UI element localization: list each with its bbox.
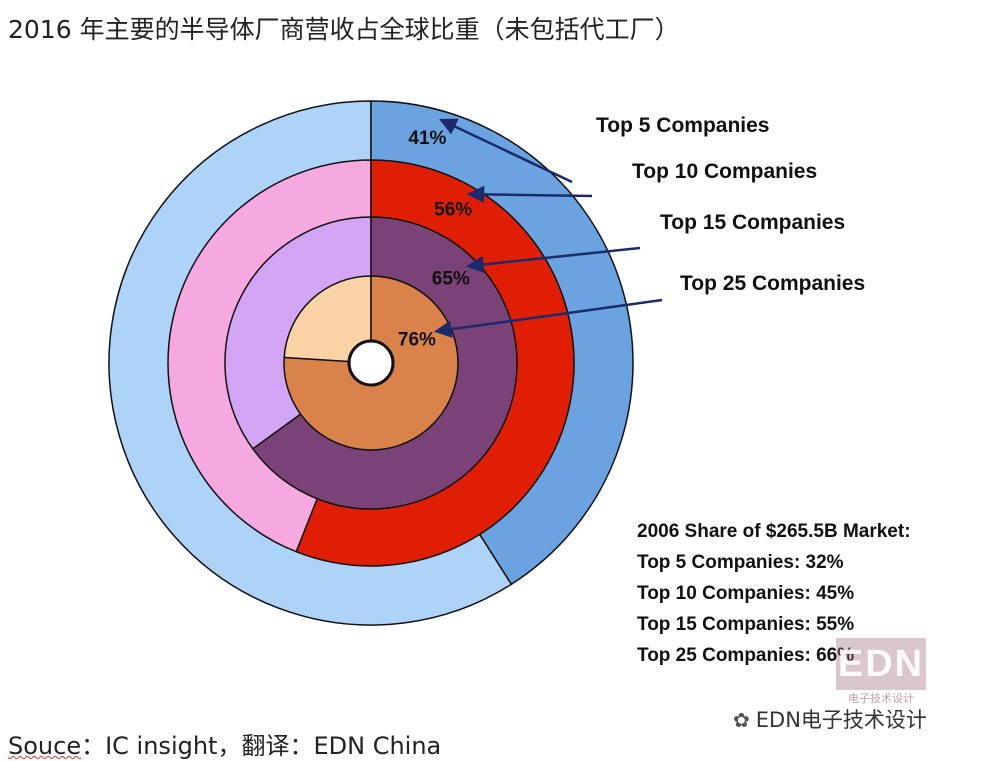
callout-arrow-top-5-companies <box>439 118 573 184</box>
chart-title: 2016 年主要的半导体厂商营收占全球比重（未包括代工厂） <box>8 15 680 44</box>
callout-label-top-10-companies: Top 10 Companies <box>632 160 817 183</box>
callout-arrow-top-15-companies <box>466 246 641 274</box>
value-label-top-15-companies: 65% <box>432 268 470 289</box>
ring-rest-top-25-companies <box>283 275 372 364</box>
callout-label-top-15-companies: Top 15 Companies <box>660 211 845 234</box>
side-note-line: Top 5 Companies: 32% <box>637 552 844 573</box>
value-label-top-25-companies: 76% <box>398 330 436 351</box>
wechat-icon: ✿ <box>733 708 750 732</box>
side-note: 2006 Share of $265.5B Market: Top 5 Comp… <box>637 516 911 671</box>
center-hole <box>347 339 395 387</box>
watermark-logo: EDN <box>836 638 926 690</box>
watermark-account-name: EDN电子技术设计 <box>755 708 927 732</box>
side-note-line: Top 25 Companies: 66% <box>637 645 855 666</box>
callout-label-top-5-companies: Top 5 Companies <box>596 114 769 137</box>
side-note-line: Top 15 Companies: 55% <box>637 614 855 635</box>
watermark-account: ✿ EDN电子技术设计 <box>733 704 927 734</box>
value-label-top-5-companies: 41% <box>408 128 446 149</box>
source-prefix: Souce <box>8 732 82 760</box>
callout-arrow-top-10-companies <box>466 185 593 204</box>
concentric-ring-chart: 41% Top 5 Companies 56% Top 10 Companies 65%… <box>108 100 865 626</box>
source-rest: ：IC insight，翻译：EDN China <box>81 732 442 760</box>
callout-label-top-25-companies: Top 25 Companies <box>680 272 865 295</box>
callout-arrow-top-25-companies <box>433 298 663 338</box>
side-note-heading: 2006 Share of $265.5B Market: <box>637 521 911 542</box>
watermark-subtitle: 电子技术设计 <box>848 692 914 705</box>
value-label-top-10-companies: 56% <box>434 200 472 221</box>
source-note: Souce：IC insight，翻译：EDN China <box>8 726 441 761</box>
side-note-line: Top 10 Companies: 45% <box>637 583 855 604</box>
